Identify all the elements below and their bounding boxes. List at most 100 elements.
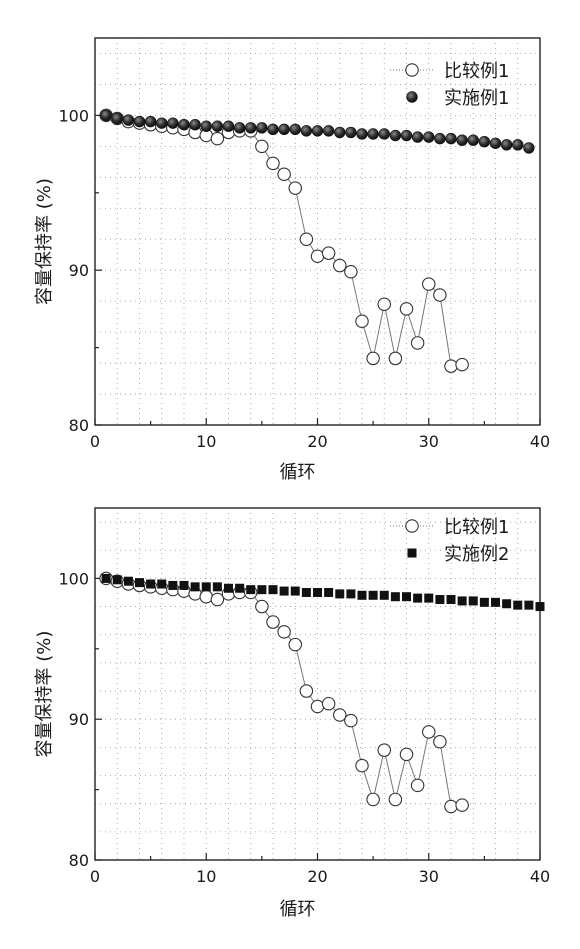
data-point: [146, 580, 155, 589]
data-point: [212, 121, 223, 132]
data-point: [312, 125, 323, 136]
data-point: [300, 685, 312, 697]
y-axis-label: 容量保持率 (%): [34, 631, 55, 758]
data-point: [191, 582, 200, 591]
data-point: [267, 157, 279, 169]
data-point: [313, 588, 322, 597]
data-point: [358, 591, 367, 600]
data-point: [435, 595, 444, 604]
data-point: [211, 132, 223, 144]
data-point: [445, 800, 457, 812]
data-point: [356, 759, 368, 771]
data-point: [536, 602, 545, 611]
data-point: [279, 124, 290, 135]
chart-bottom: 0102030408090100循环容量保持率 (%)比较例1实施例2: [34, 508, 550, 920]
data-point: [400, 748, 412, 760]
data-point: [280, 587, 289, 596]
data-point: [157, 580, 166, 589]
data-point: [456, 799, 468, 811]
data-point: [289, 638, 301, 650]
data-point: [468, 135, 479, 146]
data-point: [423, 726, 435, 738]
data-point: [112, 113, 123, 124]
data-point: [335, 589, 344, 598]
data-point: [369, 591, 378, 600]
data-point: [334, 259, 346, 271]
data-point: [345, 127, 356, 138]
data-point: [256, 122, 267, 133]
data-point: [402, 592, 411, 601]
data-point: [457, 135, 468, 146]
data-point: [423, 278, 435, 290]
data-point: [445, 360, 457, 372]
data-point: [224, 584, 233, 593]
data-point: [256, 140, 268, 152]
legend-marker: [407, 92, 418, 103]
data-point: [480, 598, 489, 607]
data-point: [156, 118, 167, 129]
data-point: [290, 124, 301, 135]
legend-item: 实施例1: [407, 88, 510, 109]
data-point: [268, 124, 279, 135]
data-point: [134, 116, 145, 127]
data-point: [200, 591, 212, 603]
data-point: [135, 578, 144, 587]
data-point: [447, 595, 456, 604]
x-tick-label: 20: [307, 432, 327, 451]
data-point: [501, 139, 512, 150]
data-point: [324, 588, 333, 597]
data-point: [322, 247, 334, 259]
x-tick-label: 0: [90, 867, 100, 886]
data-point: [311, 700, 323, 712]
data-point: [502, 599, 511, 608]
data-point: [179, 119, 190, 130]
data-point: [301, 125, 312, 136]
data-point: [411, 779, 423, 791]
legend-item: 比较例1: [390, 61, 509, 82]
x-tick-label: 40: [530, 867, 550, 886]
legend: 比较例1实施例2: [390, 517, 509, 565]
data-point: [456, 358, 468, 370]
x-tick-label: 30: [419, 432, 439, 451]
data-point: [491, 598, 500, 607]
legend-label: 实施例1: [444, 88, 509, 109]
legend-item: 比较例1: [390, 517, 509, 538]
data-point: [302, 588, 311, 597]
data-point: [124, 577, 133, 586]
legend-label: 比较例1: [444, 61, 509, 82]
data-point: [113, 575, 122, 584]
data-point: [234, 122, 245, 133]
x-axis-label: 循环: [280, 462, 316, 483]
data-point: [391, 592, 400, 601]
data-point: [512, 139, 523, 150]
data-point: [201, 121, 212, 132]
data-point: [256, 600, 268, 612]
data-point: [390, 130, 401, 141]
series-comparative: [100, 109, 468, 372]
data-point: [257, 585, 266, 594]
data-point: [180, 581, 189, 590]
y-tick-label: 100: [58, 569, 89, 588]
y-tick-label: 90: [69, 710, 89, 729]
data-point: [378, 298, 390, 310]
x-tick-label: 30: [419, 867, 439, 886]
legend-marker: [406, 520, 418, 532]
data-point: [411, 337, 423, 349]
data-point: [235, 584, 244, 593]
data-point: [378, 744, 390, 756]
y-tick-label: 100: [58, 106, 89, 125]
data-point: [291, 587, 300, 596]
data-point: [213, 582, 222, 591]
data-point: [434, 289, 446, 301]
data-point: [334, 127, 345, 138]
data-point: [101, 110, 112, 121]
data-point: [523, 143, 534, 154]
data-point: [379, 129, 390, 140]
data-point: [278, 168, 290, 180]
y-tick-label: 80: [69, 851, 89, 870]
legend: 比较例1 实施例1: [390, 61, 509, 109]
data-point: [202, 582, 211, 591]
series-line: [106, 578, 462, 806]
data-point: [346, 589, 355, 598]
y-axis-label: 容量保持率 (%): [34, 178, 55, 305]
